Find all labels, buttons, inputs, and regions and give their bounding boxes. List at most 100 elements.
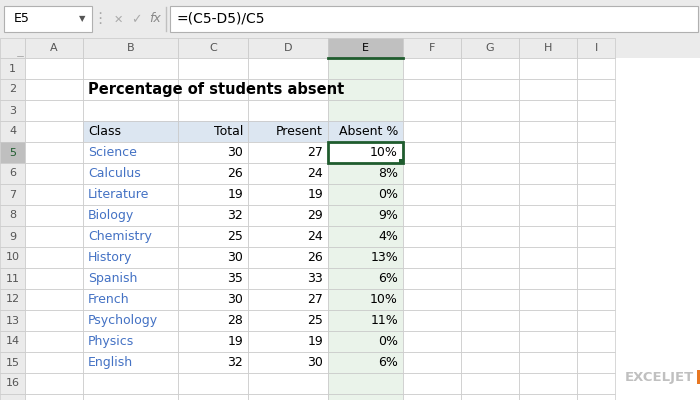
Text: fx: fx xyxy=(149,12,161,26)
Text: 4%: 4% xyxy=(378,230,398,243)
Bar xyxy=(178,79,248,100)
Text: Chemistry: Chemistry xyxy=(88,230,152,243)
Bar xyxy=(83,247,178,268)
Bar xyxy=(25,38,83,58)
Bar xyxy=(178,226,248,247)
Bar xyxy=(25,394,83,400)
Bar xyxy=(577,331,615,352)
Bar xyxy=(403,373,461,394)
Text: A: A xyxy=(50,43,58,53)
Bar xyxy=(0,205,25,226)
Bar xyxy=(248,247,328,268)
Bar xyxy=(83,394,178,400)
Text: 15: 15 xyxy=(6,358,20,368)
Bar xyxy=(25,289,83,310)
Text: 32: 32 xyxy=(228,356,243,369)
Text: Psychology: Psychology xyxy=(88,314,158,327)
Text: 4: 4 xyxy=(9,126,16,136)
Bar xyxy=(519,268,577,289)
Text: ▼: ▼ xyxy=(78,14,85,24)
Bar xyxy=(0,58,25,79)
Bar xyxy=(577,38,615,58)
Bar xyxy=(403,247,461,268)
Bar xyxy=(577,289,615,310)
Bar xyxy=(519,310,577,331)
Text: 35: 35 xyxy=(227,272,243,285)
Bar xyxy=(577,373,615,394)
Bar xyxy=(178,394,248,400)
Text: G: G xyxy=(486,43,494,53)
Bar xyxy=(178,58,248,79)
Bar xyxy=(519,142,577,163)
Text: 32: 32 xyxy=(228,209,243,222)
Text: 10%: 10% xyxy=(370,293,398,306)
Bar xyxy=(328,289,403,310)
Bar xyxy=(577,205,615,226)
Text: Calculus: Calculus xyxy=(88,167,141,180)
Bar xyxy=(178,121,248,142)
Bar xyxy=(519,184,577,205)
Text: E5: E5 xyxy=(14,12,30,26)
Bar xyxy=(519,163,577,184)
Bar xyxy=(461,289,519,310)
Text: 12: 12 xyxy=(6,294,20,304)
Bar xyxy=(248,142,328,163)
Bar xyxy=(577,352,615,373)
Text: 13%: 13% xyxy=(370,251,398,264)
Bar xyxy=(248,289,328,310)
Text: 33: 33 xyxy=(307,272,323,285)
Bar xyxy=(577,142,615,163)
Bar xyxy=(83,373,178,394)
Bar xyxy=(83,226,178,247)
Bar xyxy=(461,142,519,163)
Bar xyxy=(403,163,461,184)
Bar xyxy=(328,38,403,58)
Bar xyxy=(0,79,25,100)
Bar xyxy=(0,310,25,331)
Bar xyxy=(577,247,615,268)
Text: EXCELJET: EXCELJET xyxy=(625,372,694,384)
Text: Biology: Biology xyxy=(88,209,134,222)
Text: 28: 28 xyxy=(227,314,243,327)
Text: 26: 26 xyxy=(307,251,323,264)
Bar xyxy=(0,226,25,247)
Bar xyxy=(403,205,461,226)
Bar xyxy=(178,352,248,373)
Bar xyxy=(25,163,83,184)
Text: 29: 29 xyxy=(307,209,323,222)
Bar xyxy=(328,163,403,184)
Bar xyxy=(403,352,461,373)
Bar xyxy=(25,142,83,163)
Bar xyxy=(461,79,519,100)
Text: 25: 25 xyxy=(307,314,323,327)
Bar xyxy=(178,310,248,331)
Text: ✓: ✓ xyxy=(131,14,141,26)
Bar xyxy=(328,142,403,163)
Bar xyxy=(577,100,615,121)
Bar xyxy=(248,100,328,121)
Text: 6%: 6% xyxy=(378,272,398,285)
Bar xyxy=(0,373,25,394)
Bar xyxy=(399,159,404,164)
Text: Physics: Physics xyxy=(88,335,134,348)
Text: 24: 24 xyxy=(307,230,323,243)
Bar xyxy=(178,331,248,352)
Bar xyxy=(83,268,178,289)
Bar xyxy=(178,142,248,163)
Bar xyxy=(0,394,25,400)
Text: ✕: ✕ xyxy=(113,15,122,25)
Bar xyxy=(25,268,83,289)
Bar xyxy=(461,184,519,205)
Text: 19: 19 xyxy=(307,188,323,201)
Bar xyxy=(248,121,328,142)
Bar xyxy=(519,226,577,247)
Text: 30: 30 xyxy=(227,251,243,264)
Bar xyxy=(519,247,577,268)
Bar xyxy=(403,142,461,163)
Bar xyxy=(403,394,461,400)
Bar xyxy=(248,331,328,352)
Bar xyxy=(328,79,403,100)
Text: 10%: 10% xyxy=(370,146,398,159)
Bar xyxy=(0,352,25,373)
Bar xyxy=(461,205,519,226)
